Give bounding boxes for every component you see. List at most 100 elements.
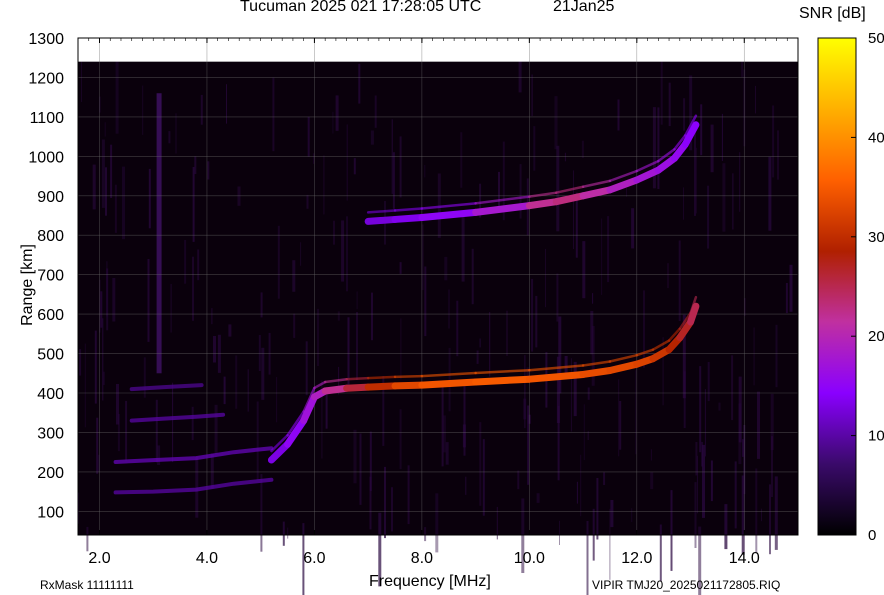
noise-streak <box>770 393 774 451</box>
noise-streak <box>214 404 218 454</box>
noise-streak <box>321 380 323 459</box>
noise-streak <box>369 476 372 530</box>
noise-streak <box>732 173 734 230</box>
noise-streak <box>545 248 546 308</box>
y-tick-label: 900 <box>37 189 64 206</box>
noise-streak <box>444 256 448 281</box>
noise-streak <box>353 429 357 484</box>
noise-streak <box>479 422 482 506</box>
noise-streak <box>341 220 345 282</box>
noise-streak <box>694 482 697 548</box>
echo-trace-segment <box>364 382 399 391</box>
noise-streak <box>531 278 534 352</box>
echo-trace-segment <box>552 192 587 206</box>
echo-trace-secondary <box>474 195 531 205</box>
echo-trace-segment <box>525 198 560 210</box>
noise-streak <box>463 381 466 456</box>
colorbar-tick-label: 40 <box>868 129 884 146</box>
echo-trace-segment <box>579 367 614 378</box>
noise-streak <box>707 362 710 402</box>
noise-streak <box>643 290 645 368</box>
noise-streak <box>662 337 664 406</box>
colorbar-tick-label: 10 <box>868 428 884 445</box>
noise-streak <box>105 167 107 216</box>
noise-streak <box>84 343 86 428</box>
noise-streak <box>305 341 308 396</box>
noise-streak <box>775 324 778 388</box>
noise-streak <box>424 165 426 178</box>
noise-streak <box>701 441 704 467</box>
echo-trace-secondary <box>366 209 397 214</box>
noise-streak <box>739 152 741 212</box>
noise-streak <box>172 382 174 463</box>
x-tick-label: 8.0 <box>411 550 433 567</box>
noise-streak <box>143 357 146 398</box>
noise-streak <box>479 338 481 348</box>
noise-streak <box>607 216 610 283</box>
noise-streak <box>210 453 214 489</box>
echo-trace-secondary <box>270 434 289 453</box>
noise-streak <box>147 259 150 342</box>
top-strip <box>78 38 798 62</box>
echo-trace-secondary <box>420 371 477 378</box>
noise-streak <box>460 132 463 188</box>
noise-streak <box>576 481 578 504</box>
echo-trace-secondary <box>635 348 655 357</box>
noise-streak <box>148 168 151 229</box>
noise-streak <box>738 376 742 443</box>
noise-streak <box>325 387 328 429</box>
noise-streak <box>293 313 296 338</box>
noise-streak <box>722 163 726 232</box>
noise-streak <box>421 224 424 291</box>
noise-streak <box>100 291 103 328</box>
date-text: 21Jan25 <box>553 0 615 15</box>
echo-trace-segment <box>391 213 426 223</box>
rxmask-label: RxMask 11111111 <box>40 578 134 592</box>
noise-streak <box>102 318 104 401</box>
y-tick-label: 200 <box>37 465 64 482</box>
noise-streak <box>191 406 194 441</box>
noise-streak <box>378 512 382 587</box>
noise-streak <box>710 460 713 502</box>
noise-streak <box>226 84 227 124</box>
noise-streak <box>125 400 128 461</box>
noise-streak <box>407 465 410 525</box>
noise-streak <box>573 170 574 249</box>
noise-streak <box>683 187 684 220</box>
noise-streak <box>223 376 226 405</box>
noise-streak <box>667 263 669 289</box>
noise-streak <box>659 524 662 582</box>
noise-streak <box>498 171 500 212</box>
noise-streak <box>476 350 479 364</box>
noise-streak <box>777 130 779 180</box>
noise-streak <box>448 289 450 329</box>
noise-streak <box>631 508 633 522</box>
noise-streak <box>465 476 467 495</box>
noise-streak <box>247 369 249 412</box>
chart-date: 21Jan25 <box>553 0 614 16</box>
noise-streak <box>391 487 393 532</box>
noise-streak <box>699 366 702 453</box>
colorbar-label: SNR [dB] <box>799 5 866 22</box>
echo-trace-segment <box>525 370 587 383</box>
noise-streak <box>609 508 611 580</box>
noise-streak <box>668 82 671 127</box>
noise-streak <box>86 526 89 552</box>
noise-streak <box>256 401 259 481</box>
noise-streak <box>650 449 652 461</box>
noise-streak <box>521 498 525 573</box>
noise-streak <box>696 455 698 514</box>
noise-streak <box>587 431 589 440</box>
noise-streak <box>359 433 362 505</box>
echo-trace-segment <box>579 186 614 200</box>
echo-trace-secondary <box>683 114 698 137</box>
echo-trace-segment <box>391 381 426 390</box>
y-tick-label: 1000 <box>28 149 64 166</box>
echo-trace-secondary <box>286 410 305 437</box>
noise-streak <box>287 527 289 539</box>
noise-streak <box>237 186 241 206</box>
noise-streak <box>92 164 96 210</box>
noise-streak <box>694 129 696 216</box>
noise-streak <box>742 439 745 457</box>
echo-trace-secondary <box>528 191 558 198</box>
